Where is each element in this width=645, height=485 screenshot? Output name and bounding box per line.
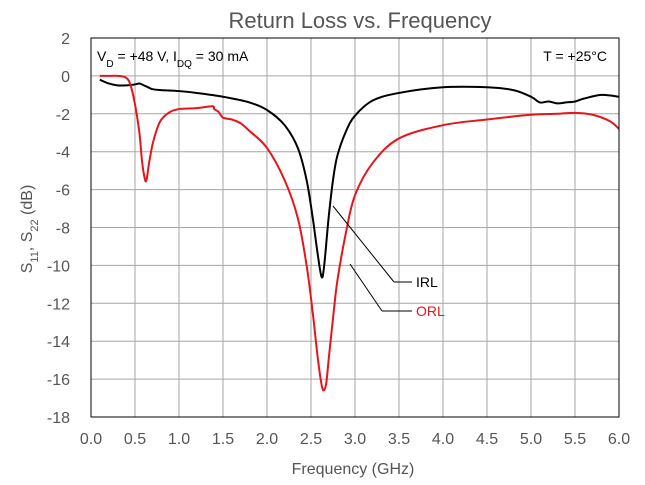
x-tick-label: 5.0 [520, 431, 542, 448]
y-tick-label: 0 [61, 69, 70, 86]
x-tick-label: 0.5 [124, 431, 146, 448]
x-tick-label: 3.5 [388, 431, 410, 448]
series-line-irl [99, 78, 620, 279]
legend-irl-label: IRL [416, 274, 438, 290]
x-tick-label: 4.0 [432, 431, 454, 448]
y-tick-label: 2 [61, 31, 70, 48]
chart-title: Return Loss vs. Frequency [229, 8, 492, 33]
orl-leader-diag [349, 263, 383, 312]
x-tick-label: 6.0 [608, 431, 630, 448]
series-lines [99, 74, 620, 392]
x-tick-label: 1.5 [212, 431, 234, 448]
series-line-orl [99, 74, 620, 392]
legend-orl-label: ORL [416, 303, 445, 319]
conditions-annotation: VD = +48 V, IDQ = 30 mA [97, 48, 249, 70]
y-tick-label: -2 [56, 107, 70, 124]
y-tick-label: -14 [47, 334, 70, 351]
grid-lines [90, 37, 620, 418]
x-tick-label: 4.5 [476, 431, 498, 448]
plot-frame [90, 37, 620, 418]
x-tick-labels: 0.0 0.5 1.0 1.5 2.0 2.5 3.0 3.5 4.0 4.5 5.0 5.5 6.0 [80, 431, 630, 448]
y-tick-label: -18 [47, 410, 70, 427]
x-axis-label: Frequency (GHz) [292, 461, 415, 478]
x-tick-label: 2.0 [256, 431, 278, 448]
y-tick-label: -12 [47, 296, 70, 313]
legend: IRL ORL [332, 205, 445, 319]
y-tick-labels: 2 0 -2 -4 -6 -8 -10 -12 -14 -16 -18 [47, 31, 70, 427]
temperature-annotation: T = +25°C [543, 48, 607, 64]
y-tick-label: -4 [56, 145, 70, 162]
x-tick-label: 5.5 [564, 431, 586, 448]
x-tick-label: 3.0 [344, 431, 366, 448]
x-tick-label: 0.0 [80, 431, 102, 448]
y-axis-label: S11, S22 (dB) [19, 185, 41, 274]
irl-leader-diag [332, 205, 395, 283]
x-tick-label: 2.5 [300, 431, 322, 448]
y-tick-label: -16 [47, 372, 70, 389]
y-tick-label: -8 [56, 221, 70, 238]
y-tick-label: -6 [56, 183, 70, 200]
y-tick-label: -10 [47, 258, 70, 275]
x-tick-label: 1.0 [168, 431, 190, 448]
